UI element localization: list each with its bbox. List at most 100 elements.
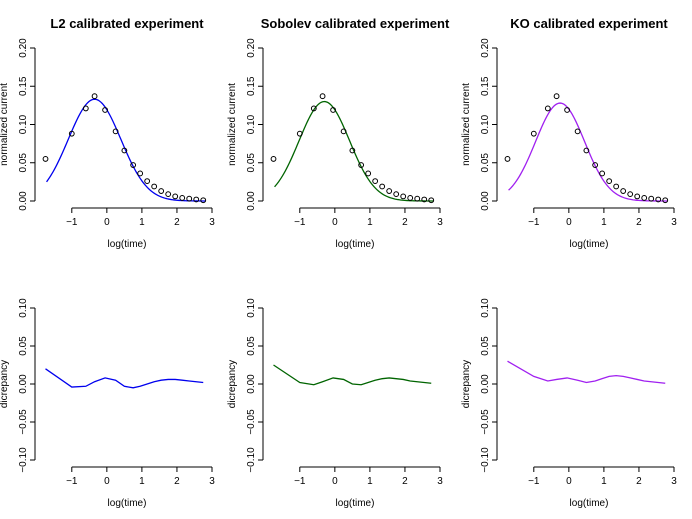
discrepancy-line [273, 364, 432, 386]
x-tick-label: 0 [104, 476, 110, 487]
y-tick-label: 0.05 [18, 153, 29, 173]
data-point [330, 107, 336, 113]
x-tick-label: 1 [139, 217, 145, 228]
data-point [349, 147, 356, 154]
panel-title: L2 calibrated experiment [50, 16, 204, 31]
data-point [365, 170, 372, 177]
y-tick-label: 0.00 [18, 374, 29, 394]
y-tick-label: 0.00 [18, 191, 29, 211]
data-point [296, 130, 303, 137]
data-point [428, 197, 435, 204]
x-tick-label: 1 [139, 476, 145, 487]
data-point [544, 105, 551, 112]
x-tick-label: 3 [437, 476, 443, 487]
x-tick-label: 1 [601, 476, 607, 487]
data-point [393, 191, 400, 198]
data-point [592, 162, 599, 168]
y-axis-label: dicrepancy [461, 360, 472, 408]
x-axis-label: log(time) [108, 239, 147, 250]
x-tick-label: −1 [294, 217, 306, 228]
data-point [574, 128, 581, 135]
data-point [137, 170, 144, 177]
panel-6: −1 0 1 2 3 log(time) −0.10 −0.05 0.00 0.05 0.10 dic… [461, 298, 677, 509]
y-axis-label: dicrepancy [0, 360, 10, 408]
y-tick-label: −0.05 [480, 409, 491, 435]
data-point [627, 191, 634, 198]
data-point [102, 107, 108, 113]
data-point [358, 162, 365, 168]
data-point [414, 195, 421, 202]
x-tick-label: 2 [402, 476, 408, 487]
x-tick-label: −1 [294, 476, 306, 487]
data-point [583, 147, 590, 154]
x-tick-label: 2 [174, 217, 180, 228]
data-point [648, 195, 655, 202]
y-tick-label: 0.05 [246, 153, 257, 173]
x-axis-label: log(time) [570, 498, 609, 509]
data-point [634, 193, 641, 200]
panel-1: L2 calibrated experiment −1 0 1 2 3 log(time) 0… [0, 16, 215, 250]
y-tick-label: 0.10 [18, 114, 29, 134]
y-tick-label: 0.05 [480, 336, 491, 356]
x-tick-label: 3 [671, 476, 677, 487]
y-tick-label: 0.20 [18, 38, 29, 58]
data-point [553, 93, 560, 100]
panel-title: KO calibrated experiment [510, 16, 668, 31]
y-tick-label: 0.10 [246, 114, 257, 134]
y-tick-label: 0.10 [246, 298, 257, 318]
y-tick-label: 0.15 [480, 76, 491, 96]
data-point [193, 196, 200, 203]
panel-2: Sobolev calibrated experiment −1 0 1 2 3 log(t… [227, 16, 450, 250]
data-point [172, 193, 179, 200]
y-tick-label: 0.00 [480, 374, 491, 394]
x-tick-label: 2 [636, 217, 642, 228]
x-tick-label: −1 [66, 217, 78, 228]
data-point [130, 162, 137, 168]
x-axis-label: log(time) [570, 239, 609, 250]
discrepancy-line [45, 368, 204, 389]
x-tick-label: 1 [367, 476, 373, 487]
data-point [655, 196, 662, 203]
data-point [270, 156, 277, 162]
data-point [613, 183, 620, 190]
x-tick-label: 3 [209, 217, 215, 228]
data-point [121, 147, 128, 154]
data-point [662, 197, 669, 204]
x-axis-label: log(time) [336, 498, 375, 509]
data-point [530, 130, 537, 137]
data-point [386, 188, 393, 194]
panel-5: −1 0 1 2 3 log(time) −0.10 −0.05 0.00 0.05 0.10 dic… [227, 298, 443, 509]
data-point [151, 183, 158, 190]
x-tick-label: 3 [209, 476, 215, 487]
x-tick-label: 0 [566, 217, 572, 228]
x-tick-label: 3 [671, 217, 677, 228]
x-axis-label: log(time) [336, 239, 375, 250]
data-point [372, 178, 379, 185]
y-tick-label: 0.05 [18, 336, 29, 356]
data-point [599, 170, 606, 177]
data-point [165, 191, 172, 198]
y-axis-label: normalized current [0, 83, 10, 166]
x-tick-label: −1 [66, 476, 78, 487]
x-tick-label: 2 [174, 476, 180, 487]
y-tick-label: −0.05 [246, 409, 257, 435]
y-tick-label: −0.10 [246, 447, 257, 473]
data-point [82, 105, 89, 112]
y-tick-label: 0.00 [480, 191, 491, 211]
y-tick-label: 0.10 [480, 298, 491, 318]
y-tick-label: 0.00 [246, 374, 257, 394]
x-tick-label: 1 [367, 217, 373, 228]
data-point [310, 105, 317, 112]
y-tick-label: 0.20 [246, 38, 257, 58]
data-point [42, 156, 49, 162]
y-tick-label: 0.15 [18, 76, 29, 96]
y-tick-label: 0.05 [480, 153, 491, 173]
data-point [620, 188, 627, 194]
data-point [179, 195, 186, 201]
data-point [421, 196, 428, 203]
data-point [564, 107, 570, 113]
panel-title: Sobolev calibrated experiment [261, 16, 450, 31]
x-tick-label: 3 [437, 217, 443, 228]
data-point [407, 195, 414, 201]
